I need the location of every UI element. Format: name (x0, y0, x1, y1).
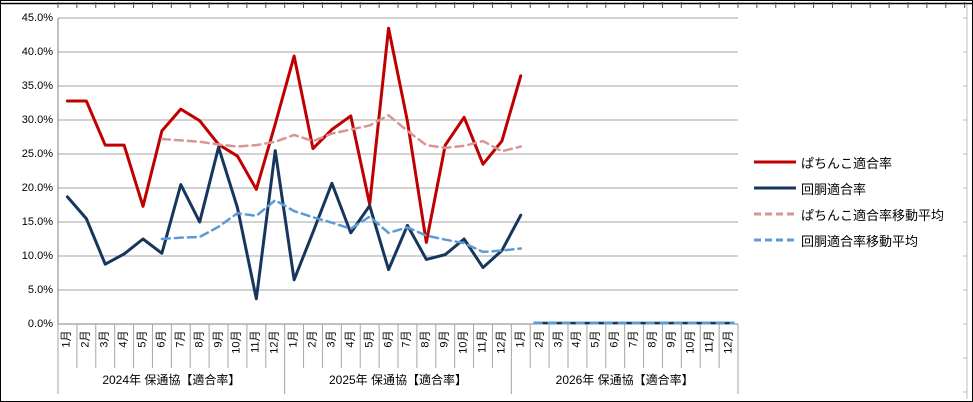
legend-item-pachinko-ma: ぱちんこ適合率移動平均 (753, 201, 968, 227)
y-axis-tick-label: 35.0% (21, 80, 53, 92)
month-label: 9月 (212, 330, 225, 348)
month-label: 1月 (60, 330, 73, 348)
month-label: 10月 (230, 330, 243, 354)
month-label: 8月 (419, 330, 432, 348)
series-pachinko-ma-line (160, 113, 523, 153)
month-label: 7月 (400, 330, 413, 348)
legend-label-pachinko-ma: ぱちんこ適合率移動平均 (801, 207, 945, 223)
month-label: 1月 (514, 330, 527, 348)
month-label: 6月 (382, 330, 395, 348)
month-label: 11月 (476, 330, 489, 353)
series-pachinko-line (65, 26, 523, 244)
y-axis-tick-label: 15.0% (21, 216, 53, 228)
month-label: 1月 (287, 330, 300, 348)
month-label: 5月 (363, 330, 376, 348)
month-label: 5月 (136, 330, 149, 348)
legend-swatch-pachinko-ma (754, 212, 796, 216)
month-label: 8月 (193, 330, 206, 348)
month-label: 7月 (627, 330, 640, 348)
month-label: 2月 (533, 330, 546, 348)
series-kaidou-line (65, 145, 523, 301)
month-label: 2月 (306, 330, 319, 348)
month-label: 4月 (117, 330, 130, 348)
month-label: 4月 (344, 330, 357, 348)
y-axis-tick-label: 30.0% (21, 114, 53, 126)
month-label: 10月 (684, 330, 697, 354)
month-label: 2月 (79, 330, 92, 348)
legend-label-pachinko: ぱちんこ適合率 (801, 155, 893, 171)
month-label: 9月 (665, 330, 678, 348)
month-label: 12月 (495, 330, 508, 354)
month-label: 3月 (552, 330, 565, 348)
year-group-label: 2024年 保通協【適合率】 (102, 373, 241, 387)
month-label: 10月 (457, 330, 470, 354)
month-label: 8月 (646, 330, 659, 348)
month-label: 6月 (155, 330, 168, 348)
y-axis-tick-label: 45.0% (21, 12, 53, 24)
legend-item-kaidou-ma: 回胴適合率移動平均 (753, 227, 968, 253)
y-axis-tick-label: 5.0% (27, 284, 53, 296)
month-label: 7月 (174, 330, 187, 348)
y-axis-tick-label: 20.0% (21, 182, 53, 194)
y-axis-tick-label: 10.0% (21, 250, 53, 262)
month-label: 4月 (570, 330, 583, 348)
month-label: 12月 (268, 330, 281, 354)
legend: ぱちんこ適合率 回胴適合率ぱちんこ適合率移動平均 回胴適合率移動平均 (753, 149, 968, 253)
y-axis-tick-label: 25.0% (21, 148, 53, 160)
month-label: 9月 (438, 330, 451, 348)
year-group-label: 2025年 保通協【適合率】 (328, 373, 467, 387)
y-axis-tick-label: 40.0% (21, 46, 53, 58)
month-label: 12月 (722, 330, 735, 354)
series-kaidou-ma-line (160, 198, 523, 254)
month-label: 11月 (703, 330, 716, 353)
legend-swatch-kaidou (754, 186, 796, 190)
y-axis-tick-label: 0.0% (27, 318, 53, 330)
legend-swatch-pachinko (754, 160, 796, 164)
legend-item-kaidou: 回胴適合率 (753, 175, 968, 201)
month-label: 3月 (98, 330, 111, 348)
month-label: 3月 (325, 330, 338, 348)
month-label: 11月 (249, 330, 262, 353)
year-group-label: 2026年 保通協【適合率】 (555, 373, 694, 387)
legend-label-kaidou: 回胴適合率 (801, 181, 867, 197)
legend-swatch-kaidou-ma (754, 238, 796, 242)
legend-label-kaidou-ma: 回胴適合率移動平均 (801, 233, 919, 249)
month-label: 6月 (608, 330, 621, 348)
legend-item-pachinko: ぱちんこ適合率 (753, 149, 968, 175)
month-label: 5月 (589, 330, 602, 348)
